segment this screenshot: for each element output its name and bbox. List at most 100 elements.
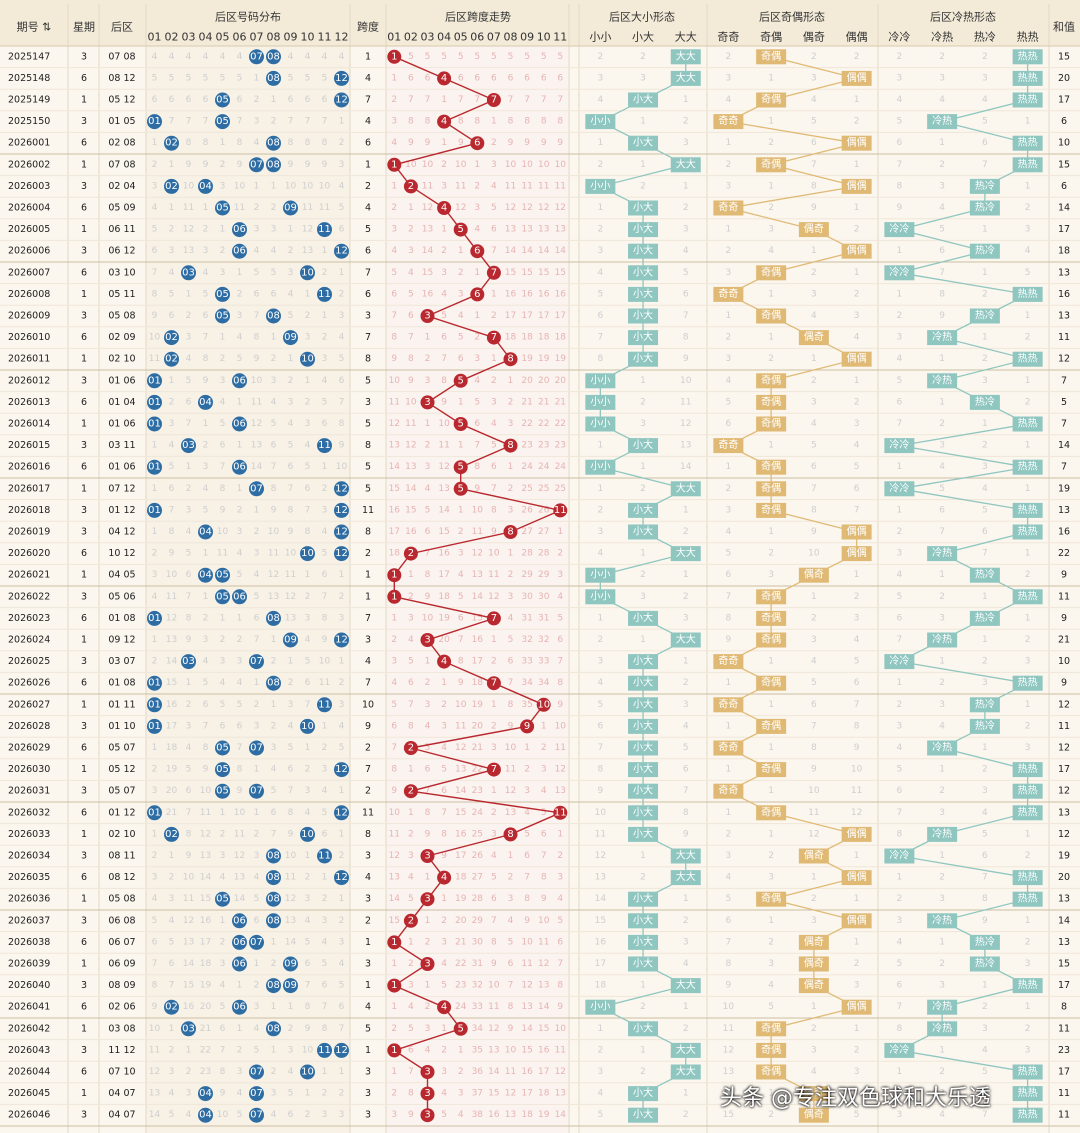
missing-count: 9 — [288, 160, 294, 170]
span-missing-count: 16 — [521, 289, 533, 299]
size-form-missing-count: 6 — [683, 289, 689, 299]
span-missing-count: 8 — [441, 829, 447, 839]
parity-form-marker — [798, 1107, 829, 1123]
size-form-missing-count: 2 — [597, 225, 603, 235]
temp-form-missing-count: 7 — [897, 419, 903, 429]
missing-count: 2 — [152, 549, 158, 559]
span-missing-count: 6 — [408, 678, 414, 688]
missing-count: 1 — [237, 484, 243, 494]
span-missing-count: 1 — [408, 570, 414, 580]
temp-form-marker — [927, 1021, 958, 1037]
missing-count: 6 — [203, 700, 209, 710]
span-marker — [503, 525, 518, 539]
temp-form-missing-count: 5 — [982, 117, 988, 127]
ball-marker — [147, 697, 162, 713]
span-missing-count: 5 — [508, 52, 514, 62]
weekday-cell: 1 — [81, 224, 87, 235]
ball-marker — [249, 1086, 264, 1102]
ball-label: 05 — [216, 894, 229, 905]
missing-count: 3 — [237, 311, 243, 321]
missing-count: 1 — [254, 505, 260, 515]
parity-form-marker — [756, 610, 787, 626]
span-missing-count: 23 — [455, 981, 466, 991]
size-form-marker-label: 大大 — [676, 870, 696, 883]
issue-cell: 2026018 — [8, 505, 50, 516]
span-missing-count: 12 — [389, 419, 400, 429]
span-missing-count: 18 — [438, 592, 450, 602]
size-form-missing-count: 6 — [683, 765, 689, 775]
missing-count: 3 — [220, 268, 226, 278]
span-missing-count: 1 — [425, 419, 431, 429]
span-missing-count: 3 — [557, 873, 563, 883]
weekday-cell: 6 — [81, 73, 87, 84]
ball-label: 11 — [318, 1045, 331, 1056]
missing-count: 2 — [169, 873, 175, 883]
span-marker-label: 5 — [458, 462, 464, 473]
missing-count: 7 — [169, 117, 175, 127]
parity-form-missing-count: 1 — [768, 441, 774, 451]
missing-count: 3 — [254, 1002, 260, 1012]
temp-form-marker — [969, 567, 1000, 583]
issue-cell: 2025148 — [8, 73, 50, 84]
span-missing-count: 4 — [425, 1045, 431, 1055]
missing-count: 7 — [203, 117, 209, 127]
span-missing-count: 8 — [557, 981, 563, 991]
missing-count: 3 — [152, 873, 158, 883]
span-missing-count: 8 — [391, 765, 397, 775]
span-missing-count: 2 — [491, 138, 497, 148]
ball-label: 08 — [267, 851, 280, 862]
span-missing-count: 5 — [408, 657, 414, 667]
temp-form-missing-count: 2 — [982, 1002, 988, 1012]
parity-form-marker-label: 偶偶 — [847, 525, 867, 538]
temp-form-missing-count: 1 — [1025, 376, 1031, 386]
missing-count: 2 — [254, 95, 260, 105]
weekday-cell: 1 — [81, 894, 87, 905]
temp-form-marker-label: 热热 — [1018, 525, 1038, 538]
missing-count: 7 — [322, 1002, 328, 1012]
temp-form-missing-count: 6 — [897, 397, 903, 407]
parity-form-marker — [756, 805, 787, 821]
back-numbers-cell: 05 06 — [108, 591, 135, 602]
missing-count: 5 — [203, 678, 209, 688]
parity-form-marker — [756, 1064, 787, 1080]
span-marker — [503, 827, 518, 842]
span-missing-count: 14 — [555, 246, 567, 256]
parity-form-missing-count: 14 — [723, 1089, 735, 1099]
missing-count: 2 — [288, 1024, 294, 1034]
temp-form-missing-count: 1 — [897, 505, 903, 515]
parity-form-missing-count: 1 — [854, 160, 860, 170]
temp-form-marker — [1012, 589, 1043, 605]
span-missing-count: 3 — [491, 397, 497, 407]
missing-count: 3 — [339, 937, 345, 947]
parity-form-missing-count: 1 — [854, 570, 860, 580]
span-marker — [387, 1043, 402, 1058]
span-missing-count: 2 — [425, 678, 431, 688]
temp-form-missing-count: 1 — [982, 635, 988, 645]
ball-marker — [266, 675, 281, 691]
span-missing-count: 17 — [455, 851, 466, 861]
span-marker — [437, 201, 452, 215]
span-marker-label: 9 — [524, 721, 530, 732]
temp-form-marker-label: 热热 — [1018, 417, 1038, 430]
parity-form-missing-count: 1 — [768, 181, 774, 191]
span-marker — [553, 805, 568, 820]
span-missing-count: 10 — [555, 721, 567, 731]
span-missing-count: 10 — [521, 937, 533, 947]
span-missing-count: 15 — [538, 268, 549, 278]
parity-form-missing-count: 12 — [851, 808, 862, 818]
missing-count: 6 — [254, 916, 260, 926]
span-missing-count: 9 — [408, 376, 414, 386]
weekday-cell: 3 — [81, 591, 87, 602]
span-missing-count: 9 — [425, 592, 431, 602]
span-missing-count: 5 — [458, 592, 464, 602]
temp-form-missing-count: 4 — [897, 570, 903, 580]
span-missing-count: 12 — [488, 1024, 499, 1034]
missing-count: 6 — [271, 441, 277, 451]
temp-form-missing-count: 9 — [897, 203, 903, 213]
missing-count: 2 — [152, 765, 158, 775]
missing-count: 4 — [288, 721, 294, 731]
span-missing-count: 1 — [441, 894, 447, 904]
parity-form-marker-label: 偶奇 — [804, 1108, 824, 1121]
ball-label: 01 — [148, 678, 161, 689]
span-missing-count: 10 — [455, 160, 467, 170]
